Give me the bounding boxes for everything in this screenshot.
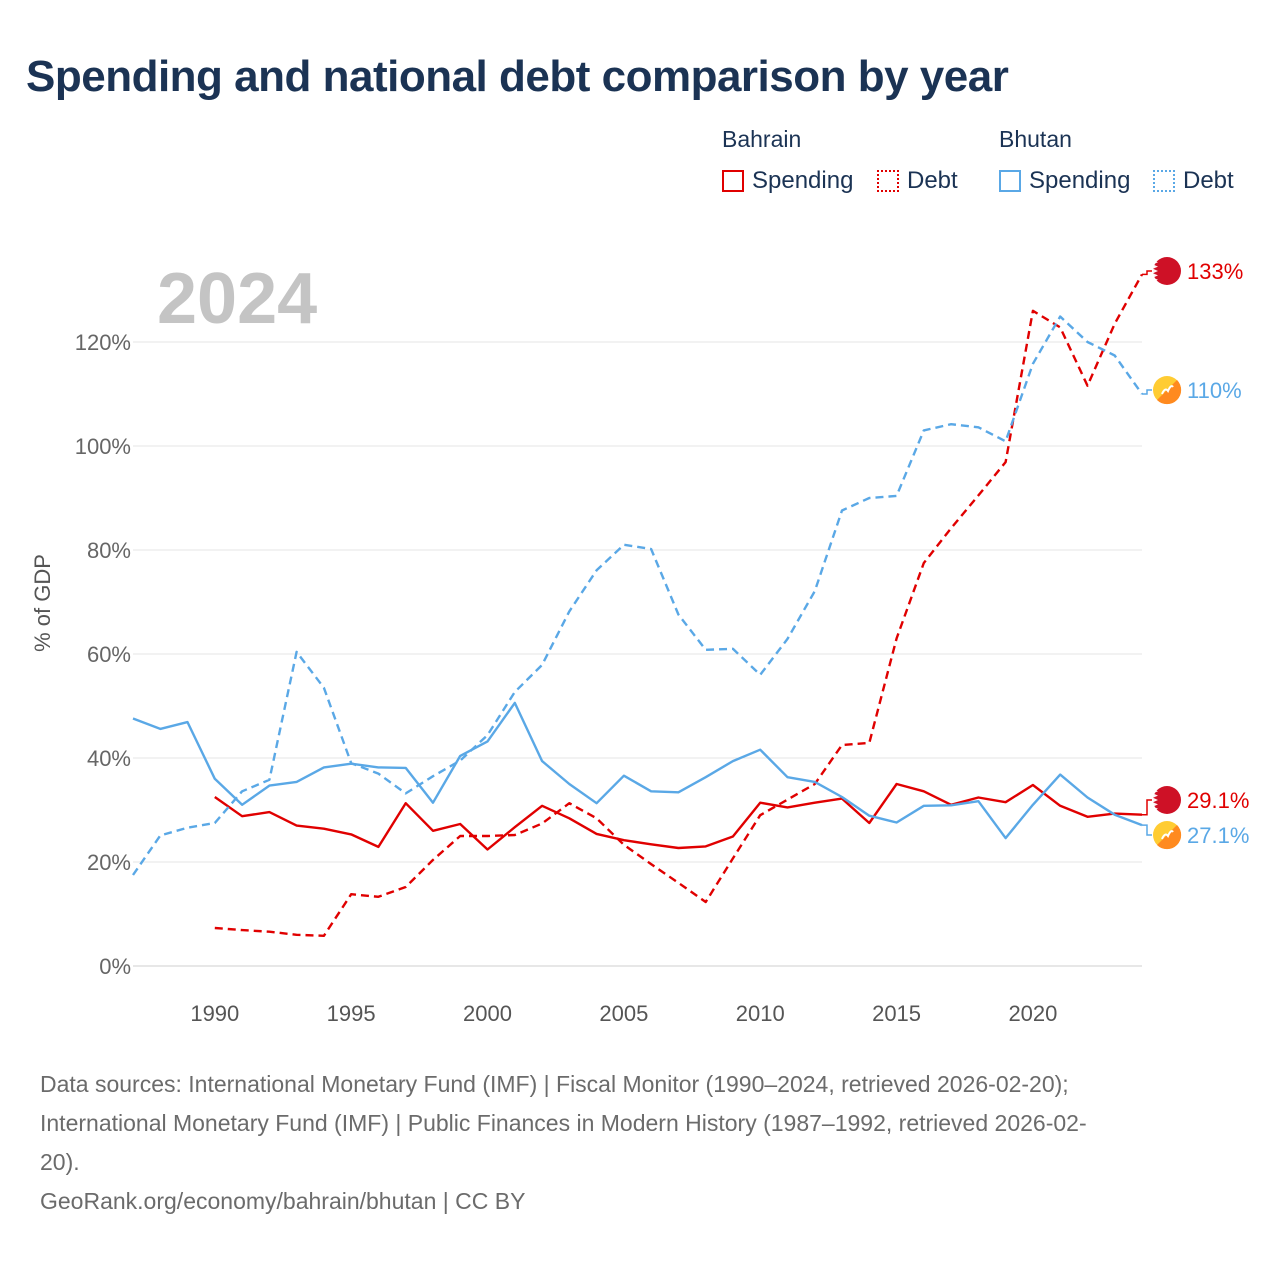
footer-source-line-3: 20). [40,1149,80,1175]
legend-bahrain-spending-label: Spending [752,167,854,194]
connector-bahrain-debt [1142,270,1152,276]
line-chart: 2024 0% 20% 40% 60% 80% 100% 120% 1990 1995 2000 20… [30,257,1249,1026]
footer-attribution[interactable]: GeoRank.org/economy/bahrain/bhutan | CC … [40,1188,526,1214]
bhutan-flag-dragon [1161,830,1174,840]
bahrain-flag-serration [1153,260,1158,283]
legend-swatch-dotted-red [877,170,899,192]
connector-bahrain-spending [1142,799,1152,816]
bahrain-flag-icon [1153,257,1181,285]
legend-swatch-solid-red [722,170,744,192]
chart-title: Spending and national debt comparison by… [26,52,1009,101]
connector-bhutan-debt [1142,389,1152,395]
series-line-bahrain-spending [214,782,1143,851]
legend-bhutan-heading: Bhutan [999,126,1072,152]
bahrain-flag-icon [1153,786,1181,814]
legend-bahrain-debt-label: Debt [907,167,958,194]
end-label-bhutan-spending: 27.1% [1187,823,1249,848]
footer-source-line-1: Data sources: International Monetary Fun… [40,1071,1069,1097]
y-tick-label: 60% [87,642,131,667]
x-tick-label: 2000 [463,1001,512,1026]
y-axis-label: % of GDP [30,554,55,652]
legend-bahrain-debt[interactable]: Debt [877,167,958,195]
legend-bahrain-spending[interactable]: Spending [722,167,853,195]
x-tick-label: 2020 [1008,1001,1057,1026]
end-label-bhutan-debt: 110% [1187,378,1242,403]
bhutan-flag-lower-half [1157,825,1182,850]
legend-bhutan-spending-label: Spending [1029,167,1131,194]
y-tick-label: 80% [87,538,131,563]
legend-swatch-solid-blue [999,170,1021,192]
bhutan-flag-lower-half [1157,380,1182,405]
bhutan-flag-dragon [1161,385,1174,395]
bahrain-flag-serration [1153,789,1158,812]
x-tick-label: 1990 [190,1001,239,1026]
y-tick-label: 20% [87,850,131,875]
legend-bhutan-debt[interactable]: Debt [1153,167,1234,195]
x-tick-label: 2015 [872,1001,921,1026]
end-label-bahrain-spending: 29.1% [1187,788,1249,813]
series-line-bhutan-spending [132,701,1143,840]
footer-source-line-2: International Monetary Fund (IMF) | Publ… [40,1110,1087,1136]
legend-bhutan-spending[interactable]: Spending [999,167,1130,195]
y-tick-label: 120% [75,330,131,355]
year-watermark: 2024 [157,259,317,339]
y-tick-label: 0% [99,954,131,979]
connector-bhutan-spending [1142,824,1152,836]
x-tick-label: 1995 [327,1001,376,1026]
series-line-bahrain-debt [214,273,1144,937]
legend-bhutan-debt-label: Debt [1183,167,1234,194]
legend-bahrain-heading: Bahrain [722,126,802,152]
series-line-bhutan-debt [132,315,1143,876]
x-tick-label: 2010 [736,1001,785,1026]
end-label-bahrain-debt: 133% [1187,259,1243,284]
legend-swatch-dotted-blue [1153,170,1175,192]
y-tick-label: 100% [75,434,131,459]
y-tick-label: 40% [87,746,131,771]
x-tick-label: 2005 [599,1001,648,1026]
